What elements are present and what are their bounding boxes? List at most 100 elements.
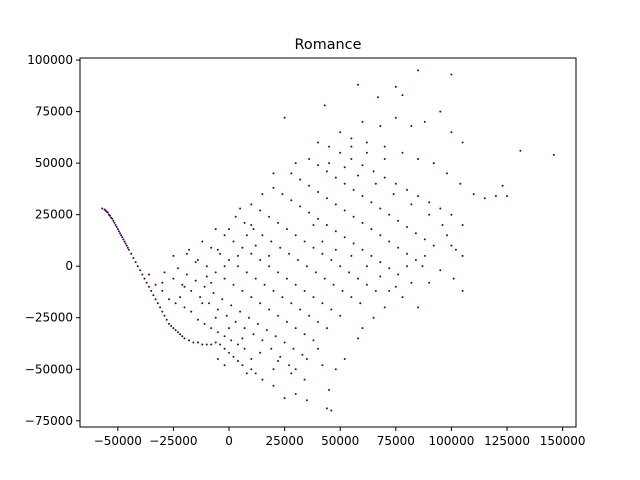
data-point: [417, 306, 420, 309]
data-point: [352, 188, 355, 191]
data-point: [170, 325, 173, 327]
data-point: [245, 271, 248, 274]
data-point: [212, 292, 215, 294]
data-point: [290, 199, 293, 202]
data-point: [188, 339, 190, 342]
data-point: [210, 281, 213, 284]
data-point: [552, 153, 555, 156]
data-point: [124, 242, 127, 245]
data-point: [372, 170, 375, 173]
data-point: [123, 240, 126, 243]
data-point: [417, 158, 420, 160]
data-point: [243, 347, 246, 350]
data-point: [350, 158, 353, 160]
data-point: [115, 226, 118, 228]
data-point: [301, 353, 304, 356]
data-point: [203, 285, 206, 288]
data-point: [116, 228, 119, 231]
data-point: [268, 265, 271, 268]
data-point: [179, 333, 182, 336]
data-point: [379, 125, 382, 127]
data-point: [161, 310, 164, 313]
data-point: [165, 318, 168, 321]
data-point: [117, 230, 120, 233]
data-point: [219, 343, 222, 346]
data-point: [205, 343, 208, 346]
y-tick-label: 0: [65, 259, 73, 273]
data-point: [394, 85, 397, 88]
x-tick-label: 50000: [321, 434, 359, 448]
data-point: [168, 298, 170, 301]
data-point: [370, 254, 373, 257]
data-point: [268, 254, 271, 257]
data-point: [143, 277, 146, 280]
y-axis: −75000 −50000 −25000 0 25000 50000 75000 100000: [25, 53, 80, 428]
data-point: [401, 94, 404, 97]
data-point: [325, 170, 328, 173]
data-point: [210, 327, 213, 330]
data-point: [299, 178, 302, 181]
data-point: [196, 259, 199, 261]
data-point: [190, 310, 193, 313]
data-point: [172, 277, 175, 280]
data-point: [459, 182, 462, 185]
data-point: [323, 277, 326, 280]
data-point: [397, 273, 400, 276]
data-point: [194, 279, 197, 282]
points-layer: [101, 69, 555, 412]
data-point: [259, 302, 262, 305]
data-point: [228, 351, 230, 354]
y-tick-label: −50000: [25, 362, 73, 376]
data-point: [312, 224, 315, 226]
data-point: [332, 283, 335, 286]
data-point: [461, 224, 464, 226]
data-point: [357, 83, 359, 86]
data-point: [259, 209, 262, 212]
data-point: [252, 333, 255, 336]
data-point: [174, 302, 177, 305]
data-point: [454, 248, 457, 251]
chart-title: Romance: [295, 37, 362, 53]
data-point: [341, 289, 344, 292]
data-point: [325, 224, 328, 226]
data-point: [127, 248, 130, 251]
data-point: [223, 335, 226, 338]
data-point: [119, 232, 121, 235]
data-point: [446, 172, 448, 175]
data-point: [172, 254, 175, 257]
data-point: [221, 298, 224, 301]
data-point: [241, 246, 244, 249]
data-point: [446, 234, 448, 237]
data-point: [406, 252, 408, 255]
data-point: [163, 314, 166, 317]
data-point: [357, 174, 359, 177]
data-point: [308, 158, 311, 160]
data-point: [417, 69, 420, 72]
data-point: [377, 96, 379, 99]
data-point: [292, 347, 295, 350]
data-point: [317, 191, 319, 193]
data-point: [109, 214, 111, 217]
data-point: [270, 347, 273, 350]
data-point: [126, 246, 129, 249]
x-tick-label: −50000: [94, 434, 142, 448]
data-point: [321, 252, 324, 255]
data-point: [343, 236, 346, 239]
data-point: [428, 201, 431, 204]
data-point: [285, 320, 288, 323]
data-point: [357, 337, 359, 340]
data-point: [334, 248, 337, 251]
data-point: [397, 246, 400, 249]
data-point: [243, 221, 246, 224]
data-point: [268, 215, 271, 218]
data-point: [248, 316, 250, 319]
data-point: [196, 341, 199, 344]
data-point: [410, 281, 413, 284]
x-axis: −50000 −25000 0 25000 50000 75000 100000 125000…: [94, 427, 586, 448]
data-point: [179, 296, 182, 299]
data-point: [325, 327, 328, 330]
data-point: [120, 234, 123, 237]
data-point: [176, 331, 179, 334]
data-point: [421, 265, 424, 268]
